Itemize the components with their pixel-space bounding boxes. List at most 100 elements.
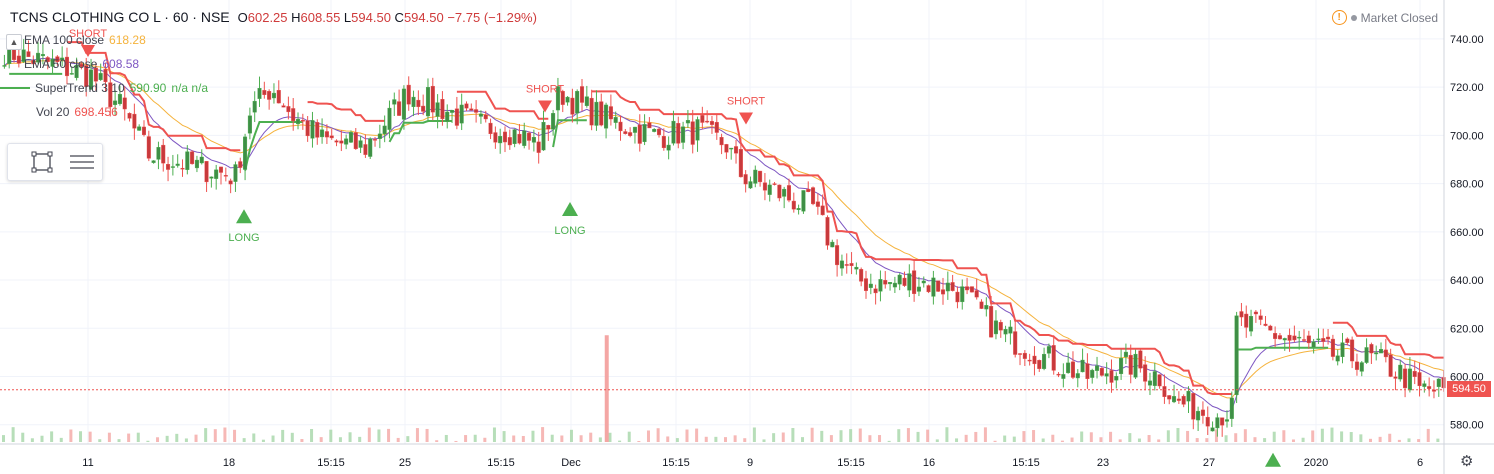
candle-body	[1186, 390, 1191, 402]
candle-body	[334, 140, 339, 143]
ema100-path	[4, 59, 1444, 399]
volume-bar	[521, 435, 525, 442]
symbol-title[interactable]: TCNS CLOTHING CO L · 60 · NSE	[10, 9, 230, 25]
legend-ema50[interactable]: EMA 50 close 608.58	[24, 57, 139, 71]
candle-body	[286, 106, 291, 113]
candle-body	[878, 279, 883, 292]
candle-body	[902, 277, 907, 286]
low-value: 594.50	[351, 10, 391, 25]
candle-body	[950, 282, 955, 291]
candle-body	[1070, 361, 1075, 378]
volume-bar	[338, 437, 342, 442]
volume-bar	[2, 435, 5, 442]
candle-body	[1398, 364, 1403, 380]
candle-body	[1147, 380, 1152, 386]
x-tick-label: 16	[923, 457, 935, 469]
candle-body	[681, 126, 686, 143]
volume-spike	[604, 335, 609, 442]
legend-ema100[interactable]: EMA 100 close 618.28	[24, 33, 146, 47]
x-tick-label: 27	[1203, 457, 1215, 469]
candle-body	[1003, 329, 1008, 335]
candle-body	[1042, 353, 1047, 369]
volume-bar	[829, 435, 833, 442]
candle-body	[1229, 397, 1234, 419]
candle-body	[411, 96, 416, 107]
legend-ema100-name: EMA 100 close	[24, 33, 105, 47]
candle-body	[324, 131, 329, 138]
candle-body	[392, 99, 397, 105]
volume-bar	[464, 435, 468, 442]
candle-body	[1268, 325, 1273, 331]
ema100-line	[4, 59, 1444, 399]
volume-bar	[1195, 438, 1199, 442]
candle-body	[69, 73, 74, 75]
candle-body	[1239, 311, 1244, 318]
candle-body	[714, 122, 719, 133]
legend-supertrend[interactable]: SuperTrend 3 10 590.90 n/a n/a	[0, 81, 208, 95]
volume-bar	[752, 427, 756, 442]
candle-body	[175, 163, 180, 166]
candle-body	[339, 140, 344, 144]
volume-bar	[127, 433, 131, 442]
candle-body	[151, 160, 156, 163]
candle-body	[762, 182, 767, 191]
candle-body	[791, 200, 796, 210]
candle-body	[1407, 368, 1412, 391]
volume-bar	[714, 436, 718, 442]
candle-body	[931, 277, 936, 297]
volume-bar	[435, 440, 439, 442]
candle-body	[916, 286, 921, 292]
volume-bar	[781, 432, 785, 442]
supertrend-down-segment	[67, 41, 241, 152]
candle-body	[1215, 417, 1220, 429]
volume-bar	[233, 429, 237, 442]
candle-body	[1273, 333, 1278, 339]
volume-bar	[1128, 433, 1132, 442]
gear-icon[interactable]: ⚙	[1460, 453, 1474, 470]
volume-bar	[1291, 439, 1295, 442]
legend-supertrend-value: 590.90	[129, 81, 167, 95]
volume-bar	[40, 435, 44, 442]
volume-bar	[598, 437, 602, 442]
volume-bar	[213, 429, 217, 442]
candle-body	[1224, 419, 1229, 422]
candle-body	[1075, 373, 1080, 379]
rectangle-tool-icon[interactable]	[26, 148, 58, 176]
volume-bar	[252, 433, 256, 442]
volume-bar	[1330, 427, 1334, 442]
warning-icon[interactable]: !	[1331, 10, 1347, 25]
candle-body	[50, 58, 55, 67]
volume-bar	[560, 435, 564, 442]
candle-body	[969, 286, 974, 293]
volume-bar	[589, 432, 593, 442]
volume-bar	[281, 429, 285, 442]
collapse-legend-button[interactable]: ▲	[6, 34, 22, 50]
candle-body	[252, 100, 257, 113]
volume-bar	[1099, 437, 1103, 442]
ohlc-readout: O602.25 H608.55 L594.50 C594.50 −7.75 (−…	[237, 10, 537, 25]
candle-body	[257, 88, 262, 99]
candle-body	[1244, 313, 1249, 328]
settings-lines-icon[interactable]	[66, 148, 98, 176]
volume-bar	[878, 435, 882, 442]
candle-body	[1335, 355, 1340, 362]
candle-body	[657, 128, 662, 136]
candle-body	[300, 120, 305, 122]
volume-bar	[483, 437, 487, 442]
candle-body	[137, 126, 142, 131]
candle-body	[628, 132, 633, 136]
legend-volume[interactable]: Vol 20 698.456	[36, 105, 118, 119]
candle-body	[64, 56, 69, 77]
candle-body	[589, 97, 594, 126]
candle-body	[767, 184, 772, 195]
candle-body	[1037, 360, 1042, 369]
candle-body	[267, 91, 272, 100]
candle-body	[218, 166, 224, 173]
candle-body	[98, 73, 103, 80]
candle-body	[758, 170, 763, 183]
volume-bar	[310, 428, 314, 442]
candle-body	[1128, 354, 1133, 375]
candle-body	[276, 90, 281, 104]
candle-body	[1422, 383, 1427, 387]
